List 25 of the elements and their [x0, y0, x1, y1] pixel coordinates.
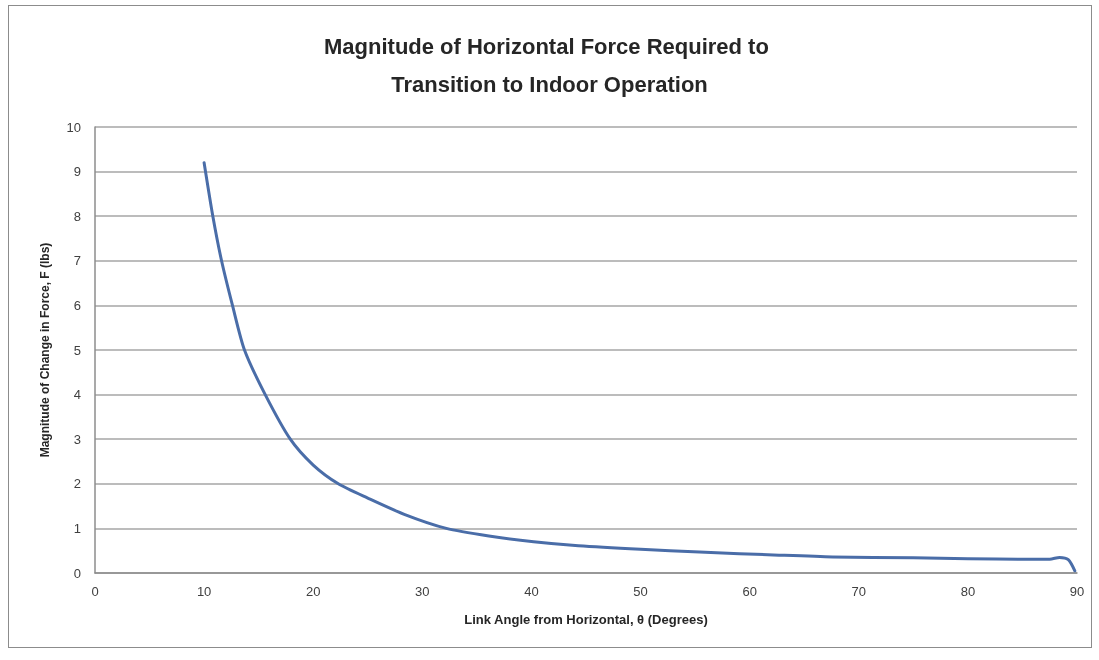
x-tick-label: 60 — [742, 584, 757, 599]
chart-title: Magnitude of Horizontal Force Required to Transition to Indoor Operation — [324, 33, 775, 97]
x-tick-label: 0 — [91, 584, 99, 599]
x-tick-label: 70 — [851, 584, 867, 599]
x-tick-label: 10 — [196, 584, 212, 599]
x-tick-label: 20 — [305, 584, 321, 599]
y-tick-label: 9 — [73, 164, 81, 180]
y-tick-label: 8 — [73, 208, 81, 224]
y-tick-label: 7 — [73, 253, 81, 269]
line-series — [202, 161, 1077, 573]
y-tick-label: 3 — [73, 431, 81, 447]
y-tick-label: 6 — [73, 297, 81, 313]
x-tick-label: 80 — [960, 584, 976, 599]
y-tick-label: 4 — [73, 387, 81, 403]
y-tick-label: 0 — [73, 565, 81, 581]
y-tick-label: 1 — [73, 520, 81, 536]
x-tick-label: 50 — [633, 584, 648, 599]
y-tick-label: 5 — [73, 342, 81, 358]
x-tick-label: 40 — [524, 584, 539, 599]
x-axis-title: Link Angle from Horizontal, θ (Degrees) — [464, 612, 708, 627]
y-tick-label: 2 — [73, 476, 81, 492]
x-tick-label: 30 — [415, 584, 430, 599]
x-tick-label: 90 — [1069, 584, 1085, 599]
y-axis-title: Magnitude of Change in Force, F (lbs) — [38, 242, 52, 458]
y-tick-label: 10 — [66, 119, 81, 135]
